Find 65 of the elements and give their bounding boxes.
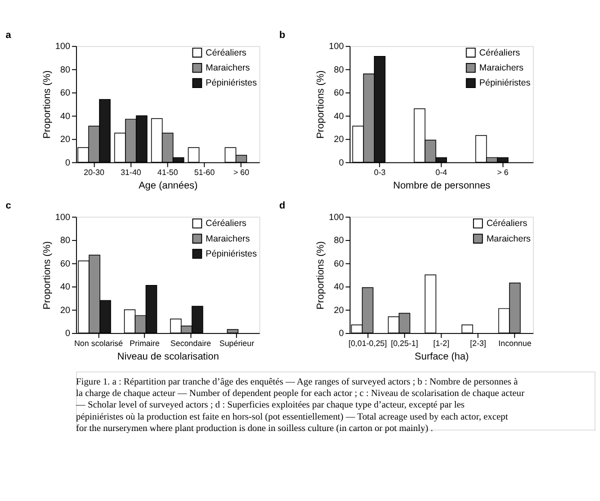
x-tick-label: Inconnue <box>498 338 532 348</box>
x-tick-label: 0-3 <box>374 168 386 178</box>
legend-label: Céréaliers <box>206 218 247 228</box>
y-tick-label: 20 <box>60 304 70 315</box>
y-axis-title: Proportions (%) <box>316 70 327 139</box>
legend-label: Maraichers <box>206 233 250 244</box>
x-axis-title: Nombre de personnes <box>393 180 490 192</box>
legend-label: Céréaliers <box>206 47 247 58</box>
y-tick-label: 40 <box>60 282 70 292</box>
x-tick-label: Non scolarisé <box>74 338 124 348</box>
caption: Figure 1. a : Répartition par tranche d’âge des enquêtés — Age ranges of surveyed actors ; b : Nombre de personnes à la charge de chaque acteur — Number of dependent people for each actor ; c : Niveau de scolarisation de chaque acteur — Scholar level of surveyed actors ; d : Superficies exploitées par chaque type d’acteur, excepté par les pépiniéristes où la production est faite en hors-sol (pot essentiellement) — Total acreage used by each actor, except for the nurserymen where plant production is done in soilless culture (in carton or pot mainly) . <box>75 377 526 434</box>
x-tick-label: 20-30 <box>84 168 105 178</box>
chart-title: c <box>6 200 12 212</box>
x-tick-label: > 6 <box>497 168 510 178</box>
y-tick-label: 60 <box>334 88 344 98</box>
x-tick-label: [2-3] <box>470 338 486 348</box>
x-axis-title: Surface (ha) <box>414 351 469 362</box>
legend-label: Pépiniéristes <box>206 248 258 259</box>
y-tick-label: 40 <box>334 110 344 121</box>
y-axis-title: Proportions (%) <box>42 241 53 310</box>
chart-title: a <box>6 30 12 41</box>
x-axis-title: Niveau de scolarisation <box>117 351 219 362</box>
x-tick-label: [0,01-0,25] <box>348 338 387 348</box>
y-tick-label: 40 <box>334 282 344 292</box>
y-tick-label: 60 <box>334 258 344 268</box>
chart-title: b <box>279 30 286 41</box>
y-tick-label: 0 <box>338 328 344 338</box>
y-tick-label: 20 <box>334 134 344 144</box>
y-tick-label: 100 <box>55 41 70 52</box>
y-axis-title: Proportions (%) <box>316 241 327 310</box>
x-tick-label: [0,25-1] <box>390 338 418 348</box>
x-tick-label: 41-50 <box>157 168 178 178</box>
y-tick-label: 60 <box>60 88 70 98</box>
x-tick-label: Supérieur <box>219 338 254 348</box>
legend-label: Maraichers <box>206 62 250 73</box>
y-tick-label: 20 <box>334 304 344 315</box>
x-tick-label: [1-2] <box>433 338 450 348</box>
y-tick-label: 60 <box>60 258 70 268</box>
legend-label: Maraichers <box>479 62 524 73</box>
y-tick-label: 0 <box>65 157 70 168</box>
y-tick-label: 0 <box>338 157 344 168</box>
legend-label: Céréaliers <box>479 47 521 58</box>
y-tick-label: 80 <box>334 235 344 246</box>
x-tick-label: 0-4 <box>435 168 448 178</box>
legend-label: Céréaliers <box>486 218 528 228</box>
legend-label: Pépiniéristes <box>206 78 258 88</box>
x-tick-label: 31-40 <box>120 168 142 178</box>
x-tick-label: 51-60 <box>194 168 216 178</box>
x-tick-label: > 60 <box>233 168 250 178</box>
y-tick-label: 20 <box>60 134 70 144</box>
y-tick-label: 0 <box>65 328 70 338</box>
chart-title: d <box>279 200 286 212</box>
legend-label: Maraichers <box>486 233 532 244</box>
legend-label: Pépiniéristes <box>479 78 531 88</box>
y-tick-label: 80 <box>60 235 70 246</box>
y-tick-label: 80 <box>60 64 70 74</box>
y-axis-title: Proportions (%) <box>42 70 53 139</box>
y-tick-label: 100 <box>55 212 70 222</box>
y-tick-label: 40 <box>60 110 70 121</box>
y-tick-label: 100 <box>328 212 344 222</box>
x-tick-label: Secondaire <box>170 338 212 348</box>
y-tick-label: 80 <box>334 64 344 74</box>
x-tick-label: Primaire <box>130 338 160 348</box>
x-axis-title: Age (années) <box>138 180 198 192</box>
y-tick-label: 100 <box>328 41 344 52</box>
